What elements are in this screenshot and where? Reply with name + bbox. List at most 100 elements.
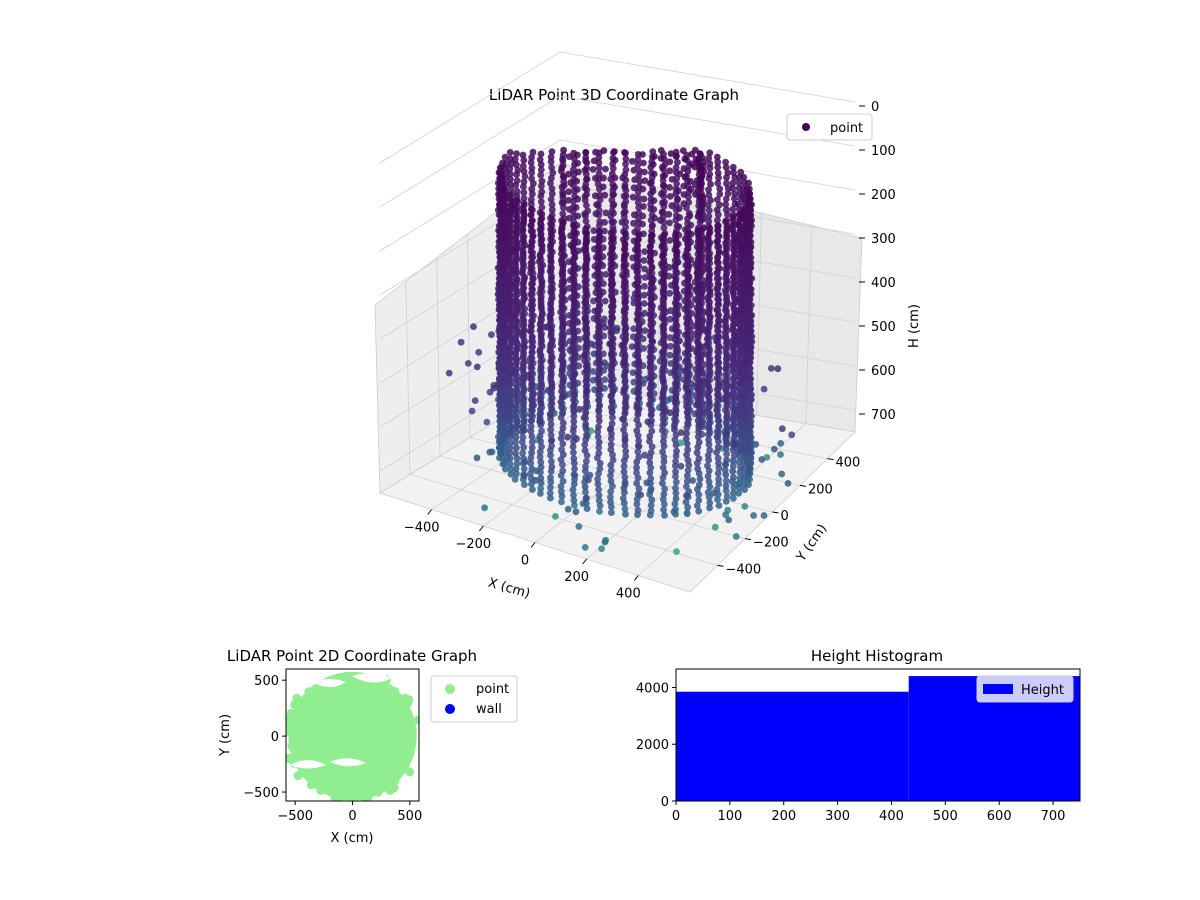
chart-3d-point (608, 239, 615, 247)
chart-3d-point (502, 349, 510, 357)
chart-3d-point (529, 148, 537, 156)
chart-3d-point (508, 238, 515, 246)
chart-3d-point (752, 440, 760, 448)
chart-3d-point (521, 343, 528, 351)
chart-3d-point (707, 180, 714, 188)
chart-3d-point (575, 523, 583, 530)
chart-3d-point (513, 150, 520, 158)
chart-3d-point (498, 307, 506, 314)
chart-3d-point (508, 191, 515, 198)
chart-3d-point (547, 246, 554, 254)
chart-3d-point (706, 346, 713, 354)
chart-3d-point (569, 269, 577, 277)
chart-3d-point (715, 422, 723, 430)
chart-3d-point (537, 237, 545, 244)
chart-3d-point (507, 265, 515, 273)
chart-3d-point (582, 341, 590, 349)
chart-3d-point (610, 209, 617, 217)
chart-3d-point (714, 222, 722, 230)
chart-3d-point (595, 170, 603, 178)
chart-3d-point (582, 488, 589, 496)
chart-3d-point (527, 459, 535, 467)
chart-3d-point (537, 274, 545, 282)
chart-3d-point (667, 307, 674, 315)
chart-3d-point (490, 384, 498, 392)
chart-3d-point (519, 285, 527, 293)
chart-3d-point (538, 342, 546, 350)
chart-3d-point (622, 166, 630, 174)
chart-2d-point (311, 773, 321, 783)
chart-3d-point (668, 176, 676, 183)
chart-3d-point (729, 241, 737, 249)
chart-3d-point (705, 436, 712, 444)
chart-3d-point (723, 298, 731, 305)
chart-3d-point (591, 192, 599, 200)
chart-3d-point (731, 440, 739, 448)
chart-3d-point (736, 474, 744, 482)
chart-3d-point (628, 158, 636, 165)
chart-3d-point (548, 185, 556, 193)
chart-3d-point (647, 380, 655, 388)
chart-3d-point (527, 269, 534, 277)
chart-3d-point (685, 229, 692, 237)
chart-3d-point (581, 314, 589, 322)
chart-3d-point (600, 315, 608, 323)
chart-3d-point (657, 216, 664, 224)
chart-3d-point (537, 171, 545, 179)
chart-2d: LiDAR Point 2D Coordinate Graph −500 0 500… (218, 647, 518, 846)
chart-3d-point (572, 204, 580, 211)
chart-3d-point (778, 470, 786, 478)
chart-3d-point (529, 259, 536, 267)
chart-3d-point (548, 458, 555, 465)
chart-3d-point (595, 164, 603, 172)
chart-3d-point (659, 300, 667, 308)
chart-3d-point (695, 438, 703, 446)
chart-3d-point (723, 206, 730, 214)
chart-3d-point (621, 384, 629, 392)
chart-3d-point (582, 425, 590, 433)
chart-3d-point (694, 417, 702, 425)
chart-3d-point (723, 361, 731, 369)
chart-3d-point (622, 230, 629, 238)
chart-2d-point (287, 741, 297, 751)
chart-2d-point (400, 706, 410, 716)
chart-3d-point (630, 166, 638, 174)
chart-3d-point (741, 316, 749, 324)
chart-3d-point (570, 222, 577, 230)
chart-3d-point (651, 214, 659, 222)
chart-3d-point (741, 437, 749, 445)
chart-3d-point (635, 306, 642, 313)
chart-3d-point (548, 363, 556, 370)
chart-3d-point (641, 248, 648, 256)
chart-3d-point (608, 509, 615, 516)
chart-2d-point (293, 771, 303, 781)
chart-3d-point (684, 403, 692, 411)
chart-3d-point (608, 287, 615, 295)
chart-3d-point (730, 305, 738, 312)
chart-3d-point (559, 424, 567, 432)
chart-3d-point (506, 275, 513, 283)
chart-histogram-legend-swatch (983, 684, 1013, 694)
chart-3d-point (621, 437, 629, 445)
chart-3d-point (583, 499, 590, 507)
chart-3d-point (507, 206, 515, 214)
chart-3d-xtick (582, 558, 588, 565)
chart-3d-point (600, 332, 608, 340)
chart-3d-point (512, 355, 520, 362)
chart-3d-point (620, 415, 628, 423)
chart-3d-point (569, 443, 577, 451)
chart-3d-point (723, 414, 730, 422)
chart-3d-point (608, 271, 616, 279)
chart-3d-point (594, 264, 602, 272)
chart-3d-point (694, 274, 701, 282)
chart-3d-point (607, 467, 615, 474)
chart-3d-ytick (827, 458, 834, 461)
chart-3d-point (609, 414, 616, 421)
chart-3d-point (731, 431, 739, 438)
chart-3d-point (705, 272, 713, 280)
chart-3d-point (528, 444, 536, 451)
chart-3d-point (646, 401, 653, 408)
chart-3d-point (639, 151, 646, 158)
chart-3d-point (696, 301, 703, 309)
chart-3d-point (519, 249, 527, 257)
